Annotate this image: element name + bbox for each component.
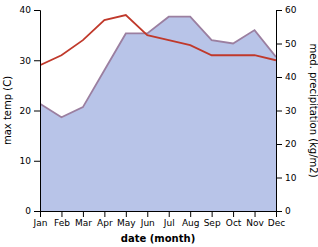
tick: Oct [226, 211, 242, 228]
tick-mark [34, 211, 40, 212]
tick-mark [126, 211, 127, 217]
tick-mark [255, 211, 256, 217]
tick: 40 [276, 72, 297, 82]
tick: 20 [276, 139, 297, 149]
tick-mark [34, 60, 40, 61]
tick-mark [276, 144, 282, 145]
tick: Dec [268, 211, 285, 228]
y-axis-title: max temp (C) [2, 76, 13, 145]
tick-label: Jul [163, 218, 175, 228]
x-axis: Jan Feb Mar Apr May Jun Jul Aug Sep Oct Nov Dec [33, 211, 286, 228]
tick-label: Oct [226, 218, 242, 228]
tick: Jun [140, 211, 155, 228]
y-axis: 0 10 20 30 40 [20, 5, 41, 216]
tick: 30 [20, 56, 40, 66]
tick: 50 [276, 39, 297, 49]
axis-line [34, 11, 41, 212]
tick-mark [83, 211, 84, 217]
tick: 0 [276, 206, 291, 216]
tick-label: 40 [20, 5, 32, 15]
tick-label: Jan [33, 218, 48, 228]
tick-label: Nov [246, 218, 264, 228]
tick: 60 [276, 5, 297, 15]
tick-mark [276, 10, 282, 11]
tick-label: 10 [285, 173, 297, 183]
tick-label: Apr [97, 218, 113, 228]
axis-line [277, 11, 283, 212]
tick-label: 10 [20, 156, 32, 166]
tick-label: 0 [285, 206, 291, 216]
tick: May [117, 211, 136, 228]
y2-axis: 0 10 20 30 40 50 60 [276, 5, 297, 216]
tick-mark [34, 161, 40, 162]
y2-axis-title: med. precipitation (kg/m2) [308, 43, 318, 177]
tick-mark [34, 111, 40, 112]
tick: 30 [276, 106, 297, 116]
tick-mark [276, 178, 282, 179]
tick-mark [104, 211, 105, 217]
chart: JanFebMarAprMayJunJulAugSepOctNovDec0102… [0, 0, 318, 247]
tick-label: 40 [285, 72, 297, 82]
tick: Jul [163, 211, 175, 228]
tick-mark [276, 77, 282, 78]
tick-label: Sep [204, 218, 221, 228]
tick-mark [190, 211, 191, 217]
tick: Mar [75, 211, 92, 228]
tick: Sep [204, 211, 221, 228]
line [40, 17, 276, 118]
tick-mark [276, 211, 282, 212]
tick-mark [212, 211, 213, 217]
tick-label: Feb [54, 218, 70, 228]
axis-line [41, 212, 277, 218]
tick: Aug [182, 211, 200, 228]
tick-label: 0 [25, 206, 31, 216]
tick: 40 [20, 5, 40, 15]
tick-mark [233, 211, 234, 217]
tick: Feb [54, 211, 70, 228]
plot: JanFebMarAprMayJunJulAugSepOctNovDec0102… [20, 5, 297, 228]
tick-label: Jun [140, 218, 155, 228]
tick-label: 20 [285, 139, 297, 149]
marks [40, 15, 276, 211]
tick-mark [61, 211, 62, 217]
tick-mark [276, 44, 282, 45]
tick-label: 60 [285, 5, 297, 15]
line [40, 15, 276, 65]
tick: 20 [20, 106, 40, 116]
tick-label: 50 [285, 39, 297, 49]
tick-mark [169, 211, 170, 217]
tick-mark [34, 10, 40, 11]
tick-label: Dec [268, 218, 285, 228]
tick: Jan [33, 211, 48, 228]
tick: Nov [246, 211, 264, 228]
tick-label: Mar [75, 218, 92, 228]
tick-label: Aug [182, 218, 200, 228]
tick: 10 [20, 156, 40, 166]
tick-label: May [117, 218, 136, 228]
x-axis-title: date (month) [121, 233, 195, 244]
tick-mark [276, 111, 282, 112]
tick-label: 30 [20, 56, 32, 66]
tick: 10 [276, 173, 297, 183]
tick-mark [147, 211, 148, 217]
tick: 0 [25, 206, 40, 216]
tick-label: 30 [285, 106, 297, 116]
tick-label: 20 [20, 106, 32, 116]
tick: Apr [97, 211, 113, 228]
